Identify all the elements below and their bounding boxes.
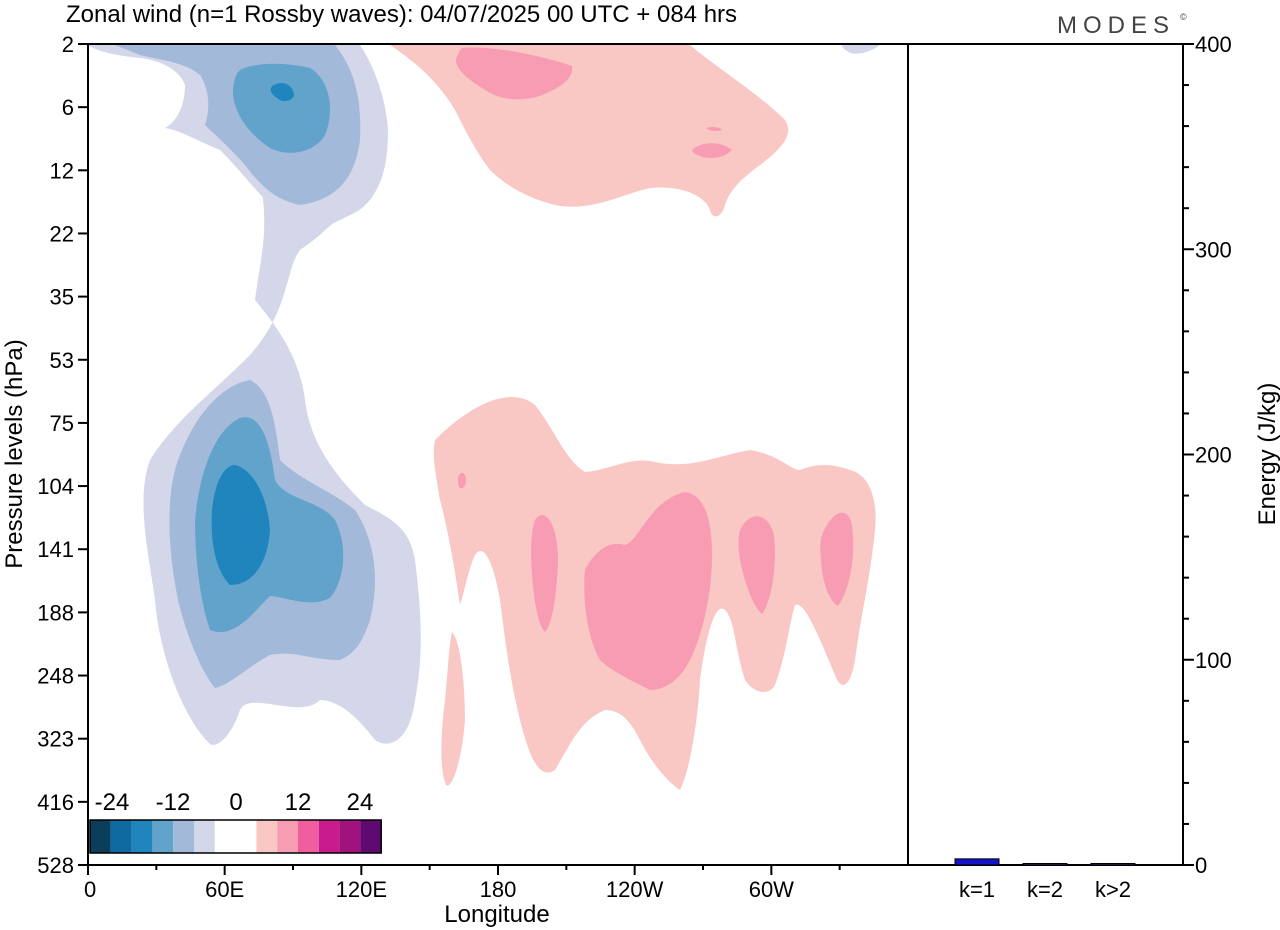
x-tick-label: 0 xyxy=(84,877,96,902)
logo-mark: © xyxy=(1180,12,1187,22)
x-tick-label: 60E xyxy=(205,877,244,902)
contour-pos-lower-l6 xyxy=(820,512,854,606)
colorbar-label: 24 xyxy=(347,789,374,816)
energy-tick-label: 300 xyxy=(1195,237,1232,262)
y-tick-label: 141 xyxy=(37,537,74,562)
x-axis-label: Longitude xyxy=(444,901,549,928)
colorbar-swatch xyxy=(298,820,319,853)
y-axis-ticks: 2 6 12 22 35 53 75 104 141 188 248 323 416 528 xyxy=(37,32,88,878)
y-tick-label: 12 xyxy=(50,158,74,183)
energy-tick-label: 400 xyxy=(1195,32,1232,57)
contour-pos-upper-l3 xyxy=(692,143,732,158)
colorbar-swatch xyxy=(90,820,111,853)
y-tick-label: 75 xyxy=(50,411,74,436)
chart-title: Zonal wind (n=1 Rossby waves): 04/07/202… xyxy=(66,1,737,28)
contour-pos-lower-l5 xyxy=(738,516,775,614)
y-tick-label: 188 xyxy=(37,600,74,625)
contour-pos-lower-l4 xyxy=(584,492,712,690)
contour-pos-upper-l2 xyxy=(455,47,573,100)
x-tick-label: 60W xyxy=(749,877,794,902)
contour-pos-upper-l4 xyxy=(706,126,722,132)
colorbar-swatch xyxy=(360,820,382,853)
colorbar-swatch xyxy=(277,820,298,853)
colorbar xyxy=(88,788,382,866)
colorbar-swatch xyxy=(214,820,236,853)
contour-pos-lower-l3 xyxy=(531,514,558,632)
energy-bar xyxy=(954,858,1000,866)
contour-neg-lower-l4 xyxy=(211,465,270,585)
y-tick-label: 35 xyxy=(50,285,74,310)
energy-tick-label: 100 xyxy=(1195,648,1232,673)
energy-frame xyxy=(907,43,1184,866)
y-tick-label: 104 xyxy=(37,474,74,499)
colorbar-swatch xyxy=(131,820,153,853)
contour-pos-lower-l2 xyxy=(441,632,465,786)
x-tick-label: 180 xyxy=(480,877,517,902)
colorbar-label: 12 xyxy=(285,789,312,816)
energy-bars xyxy=(954,858,1136,866)
energy-axis-ticks: 0 100 200 300 400 xyxy=(1183,32,1232,878)
contour-neg-upper-l3 xyxy=(233,63,330,153)
colorbar-swatch xyxy=(110,820,132,853)
contour-neg-corner xyxy=(842,45,880,54)
colorbar-swatch xyxy=(339,820,361,853)
energy-bar-label: k=1 xyxy=(959,877,995,902)
y-tick-label: 2 xyxy=(62,32,74,57)
contour-pos-upper-l1 xyxy=(390,45,789,217)
contour-pos-lower-l7 xyxy=(458,472,466,489)
colorbar-swatch xyxy=(173,820,194,853)
colorbar-swatch xyxy=(194,820,215,853)
colorbar-swatch xyxy=(235,820,257,853)
x-axis-ticks: 0 60E 120E 180 120W 60W xyxy=(84,865,841,902)
y-tick-label: 416 xyxy=(37,790,74,815)
energy-bar xyxy=(1090,863,1136,866)
colorbar-label: -12 xyxy=(156,789,191,816)
y-tick-label: 22 xyxy=(50,221,74,246)
colorbar-swatch xyxy=(256,820,278,853)
y-tick-label: 6 xyxy=(62,95,74,120)
colorbar-swatch xyxy=(318,820,340,853)
y-tick-label: 528 xyxy=(37,853,74,878)
colorbar-label: 0 xyxy=(229,789,242,816)
colorbar-label: -24 xyxy=(95,789,130,816)
colorbar-outline xyxy=(89,819,382,854)
contour-field xyxy=(88,45,880,864)
colorbar-swatch xyxy=(152,820,174,853)
energy-bar-labels: k=1 k=2 k>2 xyxy=(959,877,1131,902)
energy-bar-label: k>2 xyxy=(1095,877,1131,902)
energy-tick-label: 0 xyxy=(1195,853,1207,878)
energy-axis-label: Energy (J/kg) xyxy=(1254,383,1280,526)
x-tick-label: 120E xyxy=(336,877,387,902)
y-axis-label: Pressure levels (hPa) xyxy=(1,339,28,568)
contour-neg-upper-l4 xyxy=(270,83,294,102)
energy-bar xyxy=(1022,863,1068,866)
y-tick-label: 323 xyxy=(37,727,74,752)
x-tick-label: 120W xyxy=(606,877,664,902)
modes-logo: MODES xyxy=(1057,12,1175,39)
colorbar-labels: -24 -12 0 12 24 xyxy=(95,789,374,816)
energy-tick-label: 200 xyxy=(1195,443,1232,468)
energy-bar-label: k=2 xyxy=(1027,877,1063,902)
y-tick-label: 53 xyxy=(50,348,74,373)
y-tick-label: 248 xyxy=(37,664,74,689)
